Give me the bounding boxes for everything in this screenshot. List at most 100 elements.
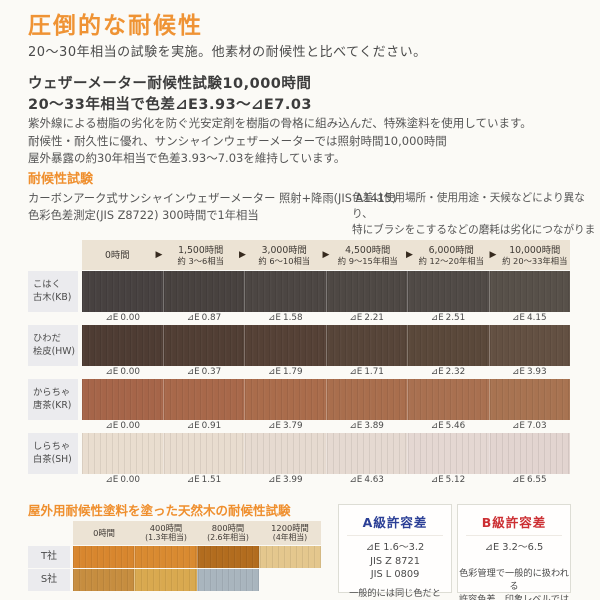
wood-swatch-strip [82,325,570,366]
delta-value: ⊿E 3.89 [349,421,384,431]
delta-value: ⊿E 1.79 [268,367,303,377]
table-row: からちゃ 唐茶(KR) [28,379,570,420]
delta-value: ⊿E 3.93 [512,367,547,377]
wood-swatch [488,433,570,474]
wood-swatch [196,546,259,568]
tolerance-box-a-values: ⊿E 1.6〜3.2 JIS Z 8721 JIS L 0809 [365,542,425,580]
header-col-2: 800時間 (2.6年相当) [207,523,249,542]
delta-value: ⊿E 1.71 [349,367,384,377]
header-col-0: 0時間 [104,250,130,261]
delta-value: ⊿E 0.87 [186,313,222,323]
wood-swatch [162,433,244,474]
wood-swatch [488,271,570,312]
row-label: T社 [28,546,70,568]
method-line: カーボンアーク式サンシャインウェザーメーター 照射+降雨(JIS A1415) [28,192,397,205]
arrow-right-icon: ▶ [406,250,413,260]
tolerance-box-b-desc: 色彩管理で一般的に扱われる 許容色差。印象レベルでは 同じ色として扱えるレベル [458,567,570,600]
delta-value: ⊿E 5.12 [430,475,466,485]
table-row: こはく 古木(KB) [28,271,570,312]
wood-swatch [162,271,244,312]
wood-swatch [325,379,407,420]
header-col-5: 10,000時間 約 20〜33年相当 [502,244,568,266]
wood-swatch-strip [73,546,321,568]
weathering-table: 0時間 ▶ 1,500時間 約 3〜6相当 ▶ 3,000時間 約 6〜10相当… [28,240,570,486]
delta-values-row: ⊿E 0.00 ⊿E 1.51 ⊿E 3.99 ⊿E 4.63 ⊿E 5.12 ⊿E 6.5… [82,474,570,486]
delta-value: ⊿E 2.32 [430,367,466,377]
wood-swatch [407,271,489,312]
natural-wood-table-header: 0時間 400時間 (1.3年相当) 800時間 (2.6年相当) 1200時間… [73,521,321,545]
delta-value: ⊿E 4.63 [349,475,384,485]
row-label: からちゃ 唐茶(KR) [28,379,78,420]
delta-value: ⊿E 0.00 [105,475,140,485]
delta-values-row: ⊿E 0.00 ⊿E 0.87 ⊿E 1.58 ⊿E 2.21 ⊿E 2.51 ⊿E 4.1… [82,312,570,324]
row-label: こはく 古木(KB) [28,271,78,312]
wood-swatch [325,433,407,474]
arrow-right-icon: ▶ [489,250,497,260]
wood-swatch [258,546,321,568]
body-line: 耐候性・耐久性に優れ、サンシャインウェザーメーターでは照射時間10,000時間 [28,133,447,148]
page-title: 圧倒的な耐候性 [28,13,203,39]
delta-value: ⊿E 1.58 [268,313,303,323]
wood-swatch [488,325,570,366]
row-label: S社 [28,569,70,591]
wood-swatch [325,271,407,312]
wood-swatch [82,271,163,312]
header-col-1: 1,500時間 約 3〜6相当 [177,244,224,266]
tolerance-box-a-title: A級許容差 [347,505,443,536]
header-col-0: 0時間 [93,528,115,538]
row-label: ひわだ 桧皮(HW) [28,325,78,366]
wood-swatch [244,433,326,474]
wood-swatch [244,325,326,366]
arrow-right-icon: ▶ [155,250,163,260]
wood-swatch [162,325,244,366]
natural-wood-heading: 屋外用耐候性塗料を塗った天然木の耐候性試験 [28,503,291,518]
delta-value: ⊿E 2.21 [349,313,384,323]
delta-value: ⊿E 0.00 [105,421,140,431]
arrow-right-icon: ▶ [322,250,330,260]
wood-swatch [407,325,489,366]
table-row: T社 [28,546,321,568]
header-col-1: 400時間 (1.3年相当) [145,523,187,542]
arrow-right-icon: ▶ [239,250,246,260]
wood-swatch [73,569,135,591]
table-row: しらちゃ 白茶(SH) [28,433,570,474]
body-line: 屋外暴露の約30年相当で色差3.93〜7.03を維持しています。 [28,151,346,165]
wood-swatch-strip [82,271,570,312]
wood-swatch [162,379,244,420]
delta-value: ⊿E 2.51 [430,313,466,323]
wood-swatch [488,379,570,420]
header-col-3: 1200時間 (4年相当) [271,523,309,542]
delta-values-row: ⊿E 0.00 ⊿E 0.91 ⊿E 3.79 ⊿E 3.89 ⊿E 5.46 ⊿E 7.0… [82,420,570,432]
wood-swatch [244,379,326,420]
delta-value: ⊿E 7.03 [512,421,547,431]
wood-swatch [325,325,407,366]
summary-heading: ウェザーメーター耐候性試験10,000時間 20〜33年相当で色差⊿E3.93〜… [28,74,312,116]
tolerance-box-b-values: ⊿E 3.2〜6.5 [484,542,544,553]
delta-value: ⊿E 0.91 [186,421,222,431]
delta-value: ⊿E 0.00 [105,313,140,323]
tolerance-box-a: A級許容差 ⊿E 1.6〜3.2 JIS Z 8721 JIS L 0809 一… [338,504,452,599]
weathering-table-header: 0時間 ▶ 1,500時間 約 3〜6相当 ▶ 3,000時間 約 6〜10相当… [82,240,570,270]
wood-swatch [134,569,197,591]
table-row: ひわだ 桧皮(HW) [28,325,570,366]
summary-body: 紫外線による樹脂の劣化を防ぐ光安定剤を樹脂の骨格に組み込んだ、特殊塗料を使用して… [28,115,532,168]
delta-value: ⊿E 3.99 [268,475,303,485]
natural-wood-table: 0時間 400時間 (1.3年相当) 800時間 (2.6年相当) 1200時間… [28,521,321,591]
row-label: しらちゃ 白茶(SH) [28,433,78,474]
wood-swatch [244,271,326,312]
header-col-2: 3,000時間 約 6〜10相当 [258,244,311,266]
wood-swatch-strip [82,433,570,474]
delta-value: ⊿E 0.00 [105,367,140,377]
method-line: 色彩色差測定(JIS Z8722) 300時間で1年相当 [28,209,259,222]
wood-swatch [196,569,259,591]
wood-swatch [82,325,163,366]
table-row: S社 [28,569,321,591]
test-method: カーボンアーク式サンシャインウェザーメーター 照射+降雨(JIS A1415) … [28,190,396,224]
wood-swatch-strip [73,569,321,591]
empty-cell [258,569,321,591]
header-col-4: 6,000時間 約 12〜20年相当 [418,244,484,266]
wood-swatch [82,433,163,474]
body-line: 紫外線による樹脂の劣化を防ぐ光安定剤を樹脂の骨格に組み込んだ、特殊塗料を使用して… [28,116,532,130]
delta-value: ⊿E 1.51 [186,475,222,485]
